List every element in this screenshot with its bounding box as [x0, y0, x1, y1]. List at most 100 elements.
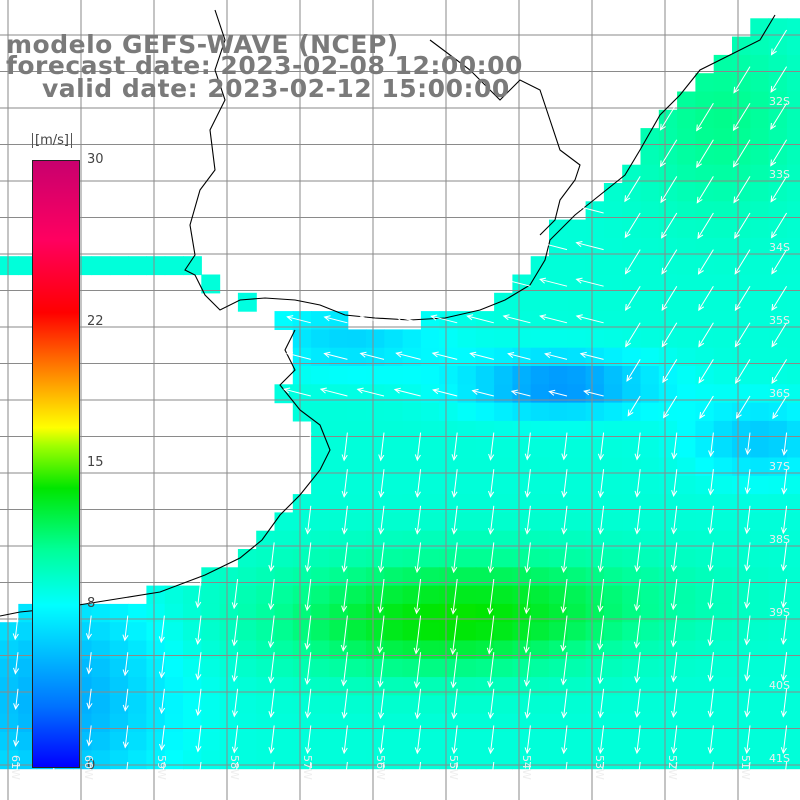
wind-vector: [487, 578, 495, 615]
wind-speed-cell: [695, 109, 715, 129]
wind-speed-cell: [640, 695, 660, 715]
wind-speed-cell: [183, 695, 202, 715]
wind-speed-cell: [695, 567, 715, 587]
wind-speed-cell: [311, 585, 330, 605]
wind-speed-cell: [402, 750, 422, 770]
wind-speed-cell: [677, 91, 696, 111]
wind-speed-cell: [750, 530, 770, 550]
wind-speed-cell: [347, 695, 367, 715]
wind-speed-cell: [640, 530, 660, 550]
wind-speed-cell: [274, 585, 294, 605]
wind-speed-cell: [347, 439, 367, 459]
wind-vector: [671, 432, 678, 460]
wind-speed-cell: [402, 695, 422, 715]
wind-vector: [707, 615, 714, 647]
wind-vector: [561, 725, 568, 755]
wind-speed-cell: [494, 475, 513, 495]
wind-vector: [268, 725, 275, 755]
wind-vector: [659, 102, 678, 131]
wind-speed-cell: [494, 567, 513, 587]
wind-vector: [488, 725, 495, 755]
wind-speed-cell: [768, 512, 788, 532]
wind-vector: [624, 249, 641, 275]
wind-speed-cell: [567, 329, 587, 349]
wind-vector: [414, 505, 422, 535]
wind-speed-cell: [732, 677, 751, 696]
wind-vector: [707, 469, 715, 496]
wind-speed-cell: [732, 201, 751, 221]
wind-vector: [734, 249, 751, 275]
wind-speed-cell: [622, 201, 642, 221]
wind-speed-cell: [567, 567, 587, 587]
wind-speed-cell: [0, 677, 19, 696]
wind-speed-cell: [567, 585, 587, 605]
wind-speed-cell: [292, 512, 312, 532]
wind-vector: [575, 204, 604, 214]
wind-speed-cell: [329, 585, 349, 605]
wind-speed-cell: [585, 549, 605, 568]
wind-vector: [707, 688, 714, 718]
wind-speed-cell: [91, 622, 111, 642]
wind-speed-cell: [384, 457, 404, 477]
wind-speed-cell: [91, 695, 111, 715]
wind-vector: [548, 389, 568, 397]
wind-vector: [431, 351, 458, 360]
wind-vector: [304, 542, 312, 573]
wind-vector: [634, 688, 641, 718]
wind-speed-cell: [329, 658, 349, 678]
wind-speed-cell: [603, 384, 623, 404]
wind-vector: [488, 505, 495, 535]
wind-speed-cell: [439, 530, 459, 550]
wind-speed-cell: [549, 750, 568, 770]
wind-speed-cell: [750, 658, 770, 678]
wind-speed-cell: [146, 585, 166, 605]
wind-speed-cell: [420, 695, 440, 715]
wind-speed-cell: [640, 420, 660, 440]
wind-vector: [661, 322, 678, 348]
wind-speed-cell: [384, 329, 404, 349]
wind-speed-cell: [329, 640, 349, 660]
wind-speed-cell: [786, 695, 800, 715]
wind-speed-cell: [585, 750, 605, 770]
wind-speed-cell: [347, 677, 367, 696]
wind-vector: [659, 139, 678, 168]
wind-speed-cell: [457, 530, 477, 550]
wind-vector: [744, 542, 751, 572]
wind-vector: [414, 578, 422, 615]
wind-speed-cell: [713, 73, 733, 93]
wind-speed-cell: [786, 201, 800, 221]
wind-speed-cell: [750, 732, 770, 751]
wind-speed-cell: [750, 567, 770, 587]
wind-vector: [734, 285, 751, 312]
wind-vector: [696, 102, 714, 132]
wind-speed-cell: [677, 183, 696, 202]
wind-speed-cell: [91, 677, 111, 696]
wind-speed-cell: [677, 256, 696, 276]
wind-speed-cell: [457, 567, 477, 587]
wind-speed-cell: [677, 640, 696, 660]
wind-speed-cell: [622, 713, 642, 733]
wind-speed-cell: [695, 622, 715, 642]
wind-vector: [524, 469, 531, 498]
wind-vector: [633, 615, 641, 649]
wind-speed-cell: [786, 713, 800, 733]
wind-speed-cell: [695, 183, 715, 202]
wind-speed-cell: [457, 494, 477, 513]
wind-speed-cell: [457, 402, 477, 422]
wind-speed-cell: [530, 329, 550, 349]
wind-vector: [697, 212, 714, 240]
wind-speed-cell: [713, 292, 733, 312]
wind-speed-cell: [420, 420, 440, 440]
longitude-label: 55W: [447, 755, 460, 780]
wind-speed-cell: [457, 549, 477, 568]
wind-vector: [624, 285, 641, 311]
wind-speed-cell: [603, 183, 623, 202]
wind-speed-cell: [439, 732, 459, 751]
wind-vector: [471, 388, 494, 397]
wind-speed-cell: [402, 732, 422, 751]
wind-speed-cell: [201, 585, 221, 605]
wind-speed-cell: [713, 640, 733, 660]
wind-speed-cell: [695, 713, 715, 733]
wind-speed-cell: [658, 292, 678, 312]
